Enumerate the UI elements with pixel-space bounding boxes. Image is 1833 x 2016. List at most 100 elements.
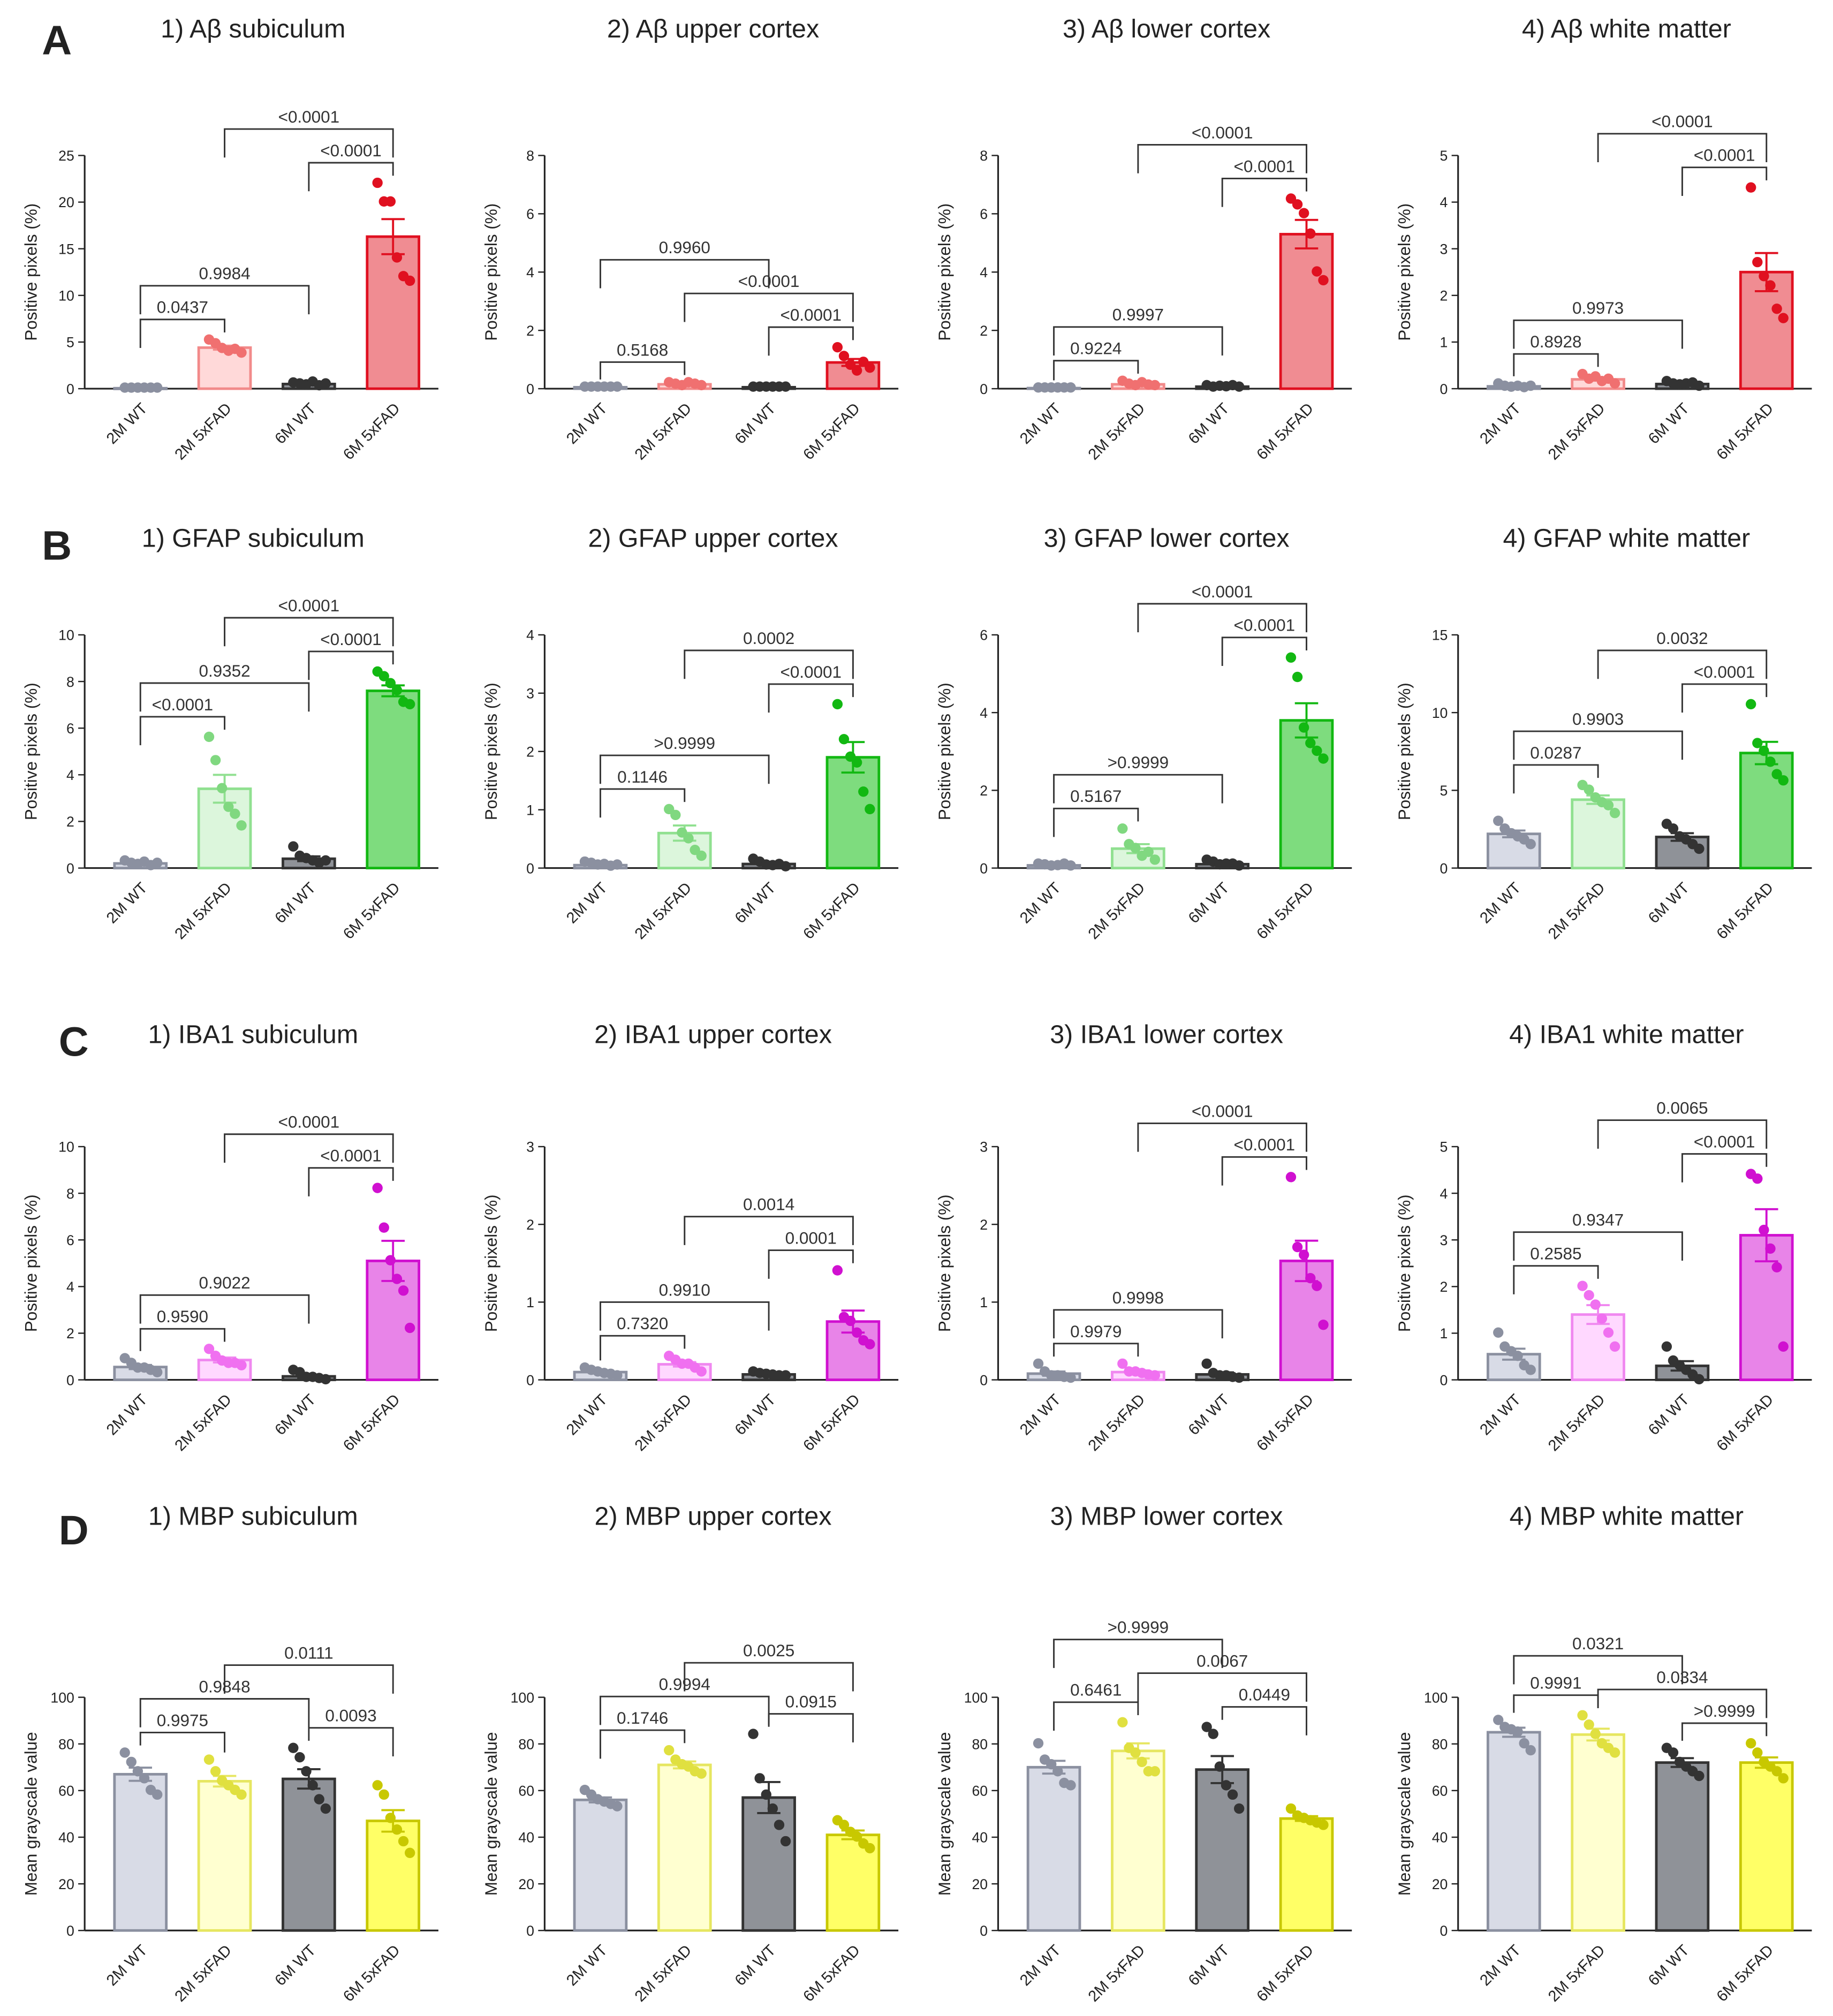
p-value-label: <0.0001 — [1694, 1132, 1755, 1151]
data-point — [1221, 1780, 1232, 1791]
data-point — [1512, 1351, 1523, 1361]
y-tick-label: 20 — [58, 1876, 74, 1892]
p-value-label: 0.1746 — [617, 1709, 668, 1727]
error-bar-3 — [841, 1309, 865, 1334]
comparison-bracket — [1513, 353, 1599, 376]
y-tick-label: 1 — [526, 802, 534, 818]
panel-3: 3) Aβ lower cortex 0 2 4 6 8 Positive pixels (… — [935, 14, 1352, 464]
data-point — [1493, 1327, 1504, 1338]
comparison-bracket — [599, 788, 686, 818]
data-point — [612, 381, 623, 392]
y-axis-label: Positive pixels (%) — [935, 1194, 954, 1332]
data-point — [774, 1820, 785, 1830]
data-point — [612, 1370, 623, 1381]
data-point — [1694, 380, 1705, 391]
error-bar-2 — [757, 1781, 781, 1814]
x-tick-label: 6M WT — [732, 1391, 779, 1438]
y-tick-label: 2 — [1440, 1279, 1448, 1295]
data-point — [1778, 1773, 1789, 1784]
data-point — [1525, 380, 1536, 391]
data-point — [385, 1255, 396, 1265]
panel-title: 3) IBA1 lower cortex — [1050, 1020, 1283, 1049]
data-point — [1752, 256, 1763, 268]
comparison-bracket — [768, 1713, 854, 1742]
y-axis-label: Mean grayscale value — [22, 1732, 41, 1896]
x-tick-label: 6M 5xFAD — [1254, 400, 1317, 463]
y-tick-label: 2 — [980, 783, 988, 799]
p-value-label: 0.9984 — [199, 264, 250, 283]
panel-title: 2) IBA1 upper cortex — [594, 1020, 832, 1049]
x-tick-label: 2M WT — [1017, 1391, 1064, 1438]
data-point — [1590, 1299, 1601, 1310]
y-tick-label: 0 — [66, 1372, 74, 1388]
data-point — [1765, 280, 1776, 291]
data-point — [372, 1780, 383, 1791]
data-point — [1525, 1745, 1536, 1756]
data-point — [1201, 1358, 1212, 1369]
data-point — [1759, 271, 1769, 282]
y-axis-label: Mean grayscale value — [935, 1732, 954, 1896]
y-axis-label: Positive pixels (%) — [935, 203, 954, 341]
data-point — [696, 380, 707, 391]
data-point — [1149, 380, 1161, 391]
data-point — [1130, 843, 1141, 853]
p-value-label: 0.0065 — [1656, 1098, 1708, 1117]
data-point — [767, 1803, 778, 1814]
y-tick-label: 15 — [1432, 627, 1448, 643]
data-point — [1519, 1738, 1529, 1749]
y-tick-label: 4 — [980, 264, 988, 281]
y-tick-label: 6 — [526, 206, 534, 222]
data-point — [1745, 182, 1756, 193]
y-tick-label: 40 — [972, 1830, 988, 1846]
data-point — [1305, 738, 1316, 748]
p-value-label: <0.0001 — [1652, 112, 1713, 131]
p-value-label: 0.9347 — [1572, 1211, 1624, 1230]
comparison-bracket — [1513, 1265, 1599, 1294]
comparison-bracket — [139, 285, 310, 315]
data-point — [372, 1183, 383, 1193]
data-point — [1771, 1262, 1782, 1272]
bar-1 — [1571, 1733, 1625, 1932]
data-point — [1525, 839, 1536, 850]
p-value-label: >0.9999 — [654, 734, 715, 753]
x-tick-label: 6M WT — [272, 1391, 320, 1438]
x-tick-label: 6M 5xFAD — [1714, 880, 1777, 943]
p-value-label: <0.0001 — [1234, 1135, 1296, 1154]
p-value-label: <0.0001 — [1192, 1102, 1253, 1120]
data-point — [1065, 382, 1076, 393]
data-point — [1208, 1729, 1218, 1739]
data-point — [612, 1801, 623, 1812]
data-point — [1590, 1729, 1601, 1739]
bar-0 — [1486, 1731, 1541, 1932]
p-value-label: <0.0001 — [320, 1147, 382, 1165]
x-tick-label: 2M 5xFAD — [1085, 880, 1148, 943]
data-point — [664, 1745, 675, 1756]
y-tick-label: 1 — [1440, 335, 1448, 351]
panel-title: 1) GFAP subiculum — [142, 524, 365, 552]
y-axis-label: Positive pixels (%) — [22, 203, 41, 341]
panel-title: 3) MBP lower cortex — [1050, 1502, 1283, 1531]
data-point — [203, 1344, 215, 1354]
panel-14: 2) MBP upper cortex 0 20 40 60 80 100 Mean gray… — [482, 1502, 899, 2005]
data-point — [378, 1789, 389, 1800]
data-point — [1117, 823, 1128, 834]
data-point — [152, 1367, 163, 1378]
comparison-bracket — [1053, 1639, 1223, 1668]
comparison-bracket — [224, 1133, 394, 1163]
y-tick-label: 6 — [980, 206, 988, 222]
y-tick-label: 0 — [980, 381, 988, 397]
y-tick-label: 2 — [980, 323, 988, 339]
data-point — [217, 783, 228, 793]
x-tick-label: 2M WT — [1476, 1942, 1524, 1989]
comparison-bracket — [224, 1664, 394, 1694]
x-tick-label: 2M WT — [103, 879, 151, 927]
p-value-label: 0.0321 — [1572, 1634, 1624, 1653]
p-value-label: 0.9997 — [1112, 306, 1164, 324]
x-tick-label: 2M WT — [1017, 879, 1064, 927]
comparison-bracket — [684, 1662, 854, 1692]
p-value-label: 0.0002 — [743, 629, 794, 648]
p-value-label: <0.0001 — [320, 141, 382, 160]
comparison-bracket — [1597, 133, 1768, 163]
data-point — [1603, 800, 1614, 810]
comparison-bracket — [139, 1698, 310, 1727]
